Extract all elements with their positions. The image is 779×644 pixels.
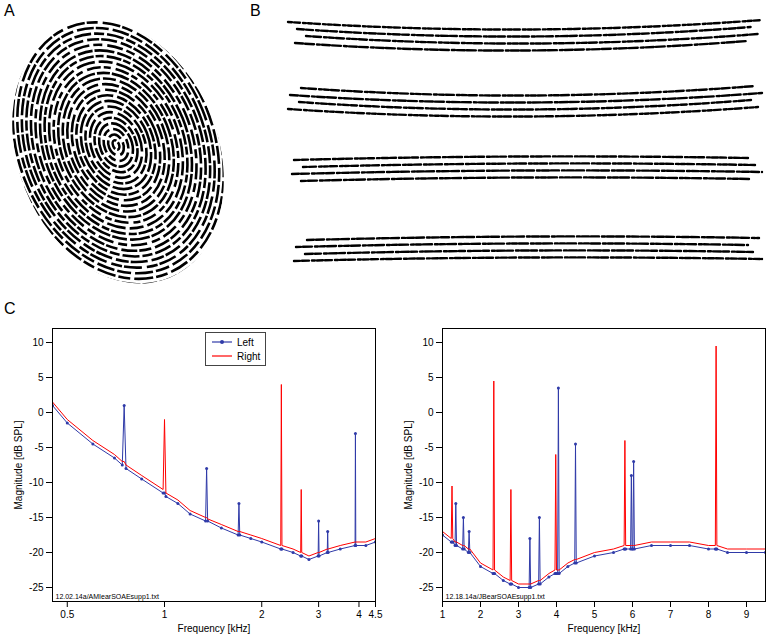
svg-text:0: 0 bbox=[428, 407, 434, 418]
svg-text:9: 9 bbox=[744, 609, 750, 620]
svg-text:-25: -25 bbox=[29, 582, 44, 593]
html-text:C: C bbox=[4, 300, 16, 317]
svg-text:8: 8 bbox=[706, 609, 712, 620]
html-text:Right: Right bbox=[237, 350, 261, 362]
svg-text:6: 6 bbox=[630, 609, 636, 620]
svg-text:2: 2 bbox=[259, 609, 265, 620]
svg-text:-10: -10 bbox=[419, 477, 434, 488]
svg-text:1: 1 bbox=[440, 609, 446, 620]
svg-text:5: 5 bbox=[428, 372, 434, 383]
svg-text:-5: -5 bbox=[425, 442, 434, 453]
svg-text:3: 3 bbox=[316, 609, 322, 620]
svg-text:-5: -5 bbox=[35, 442, 44, 453]
svg-text:4: 4 bbox=[554, 609, 560, 620]
svg-text:12.02.14a/AMIearSOAEsupp1.txt: 12.02.14a/AMIearSOAEsupp1.txt bbox=[56, 593, 160, 601]
svg-text:Frequency [kHz]: Frequency [kHz] bbox=[568, 623, 641, 634]
svg-text:2: 2 bbox=[478, 609, 484, 620]
svg-text:-10: -10 bbox=[29, 477, 44, 488]
svg-text:Magnitude [dB SPL]: Magnitude [dB SPL] bbox=[13, 420, 24, 509]
svg-text:4: 4 bbox=[356, 609, 362, 620]
html-text:Left: Left bbox=[237, 336, 254, 348]
svg-text:5: 5 bbox=[592, 609, 598, 620]
svg-text:-20: -20 bbox=[419, 547, 434, 558]
svg-text:Magnitude [dB SPL]: Magnitude [dB SPL] bbox=[403, 420, 414, 509]
svg-text:-15: -15 bbox=[29, 512, 44, 523]
html-text:B: B bbox=[250, 2, 261, 19]
html-text:A: A bbox=[4, 2, 15, 19]
svg-text:5: 5 bbox=[38, 372, 44, 383]
svg-text:Frequency [kHz]: Frequency [kHz] bbox=[178, 623, 251, 634]
svg-text:10: 10 bbox=[422, 337, 434, 348]
svg-text:10: 10 bbox=[32, 337, 44, 348]
svg-text:7: 7 bbox=[668, 609, 674, 620]
svg-text:4.5: 4.5 bbox=[369, 609, 383, 620]
svg-text:0.5: 0.5 bbox=[60, 609, 74, 620]
svg-text:12.18.14a/JBearSOAEsupp1.txt: 12.18.14a/JBearSOAEsupp1.txt bbox=[446, 593, 545, 601]
svg-text:0: 0 bbox=[38, 407, 44, 418]
svg-text:-25: -25 bbox=[419, 582, 434, 593]
svg-text:3: 3 bbox=[516, 609, 522, 620]
svg-text:-20: -20 bbox=[29, 547, 44, 558]
svg-text:1: 1 bbox=[162, 609, 168, 620]
svg-text:-15: -15 bbox=[419, 512, 434, 523]
